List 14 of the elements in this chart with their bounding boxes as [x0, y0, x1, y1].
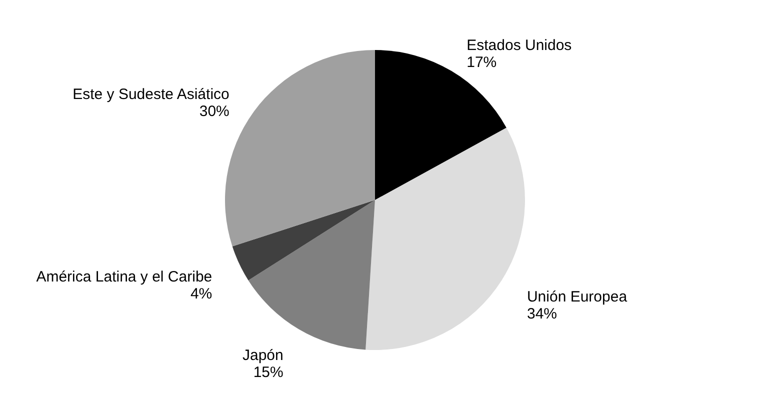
data-label: 15%: [253, 364, 284, 381]
pie-slice: [366, 128, 525, 350]
slice-label: Japón: [242, 346, 284, 364]
slice-label: Unión Europea: [526, 288, 628, 306]
data-label: 4%: [190, 286, 212, 303]
slice-label: Este y Sudeste Asiático: [72, 86, 230, 104]
data-label: 30%: [199, 103, 230, 120]
slice-label: Estados Unidos: [466, 37, 572, 54]
pie-slice: [232, 200, 375, 280]
slice-label: América Latina y el Caribe: [36, 268, 212, 286]
data-label: 34%: [526, 305, 558, 322]
data-label: 17%: [466, 54, 497, 72]
pie-slice: [248, 200, 375, 350]
pie-slice: [375, 50, 506, 200]
